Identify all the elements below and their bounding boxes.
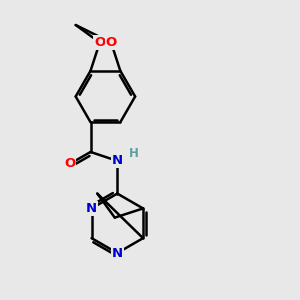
Text: O: O bbox=[64, 158, 75, 170]
Text: O: O bbox=[106, 36, 117, 49]
Text: N: N bbox=[86, 202, 97, 215]
Text: N: N bbox=[112, 247, 123, 260]
Text: O: O bbox=[94, 36, 105, 49]
Text: H: H bbox=[129, 147, 139, 160]
Text: N: N bbox=[112, 154, 123, 167]
